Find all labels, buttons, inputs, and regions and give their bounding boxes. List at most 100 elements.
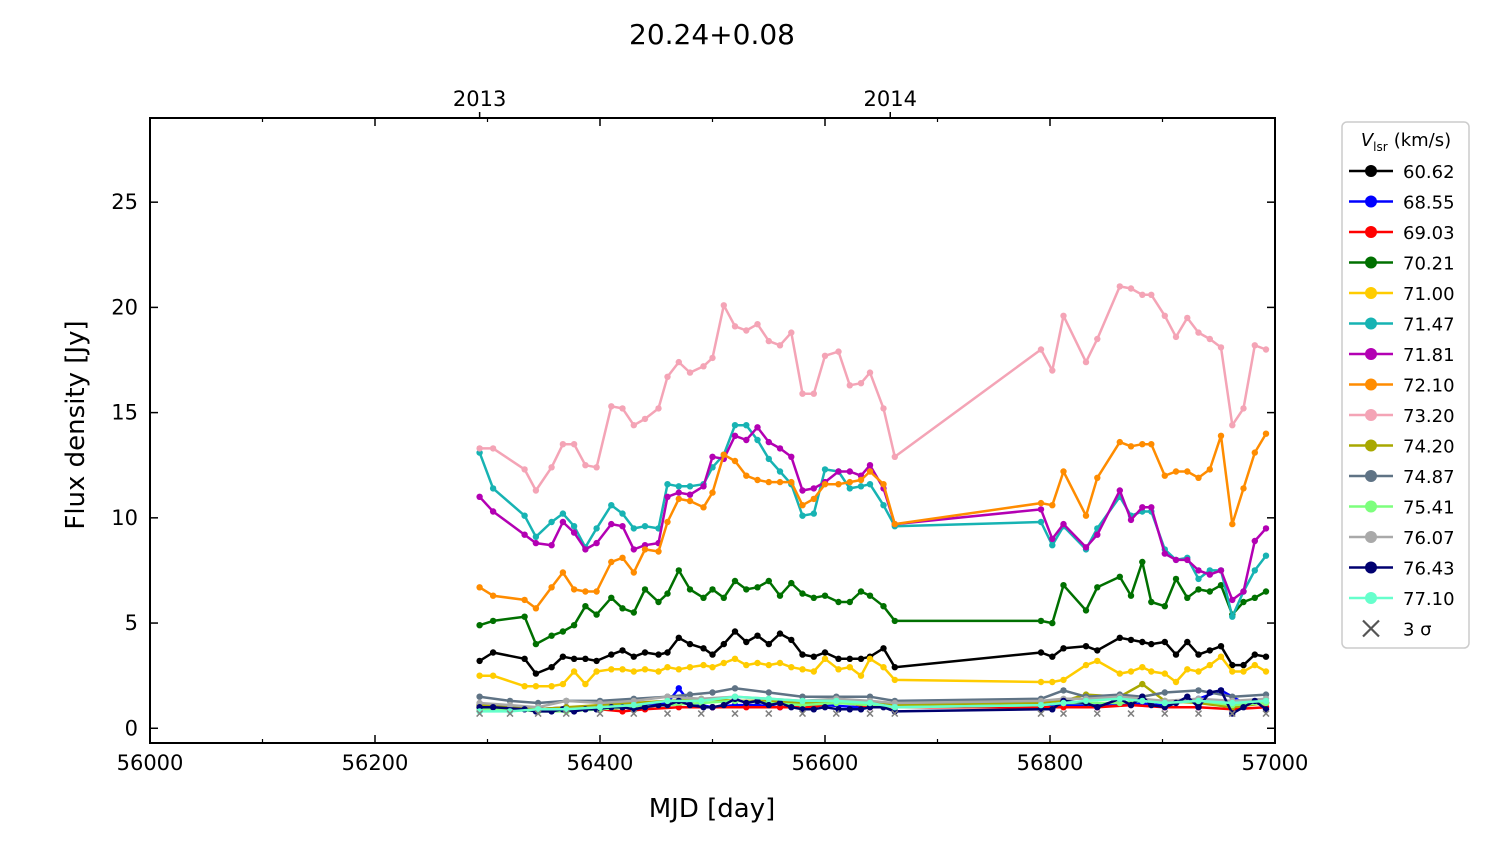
x-tick-label: 56600: [792, 751, 859, 775]
data-point: [664, 518, 671, 526]
data-point: [1172, 468, 1180, 475]
data-point: [1184, 468, 1191, 475]
top-axis-label: 2013: [453, 87, 506, 111]
legend-label: 3 σ: [1403, 620, 1432, 641]
data-point: [799, 487, 806, 494]
sigma3-marker: [663, 710, 672, 718]
series-line: [479, 560, 1267, 646]
data-point: [675, 489, 682, 496]
series-layer: [476, 283, 1270, 718]
data-point: [593, 525, 600, 532]
data-point: [891, 453, 898, 460]
data-point: [1251, 449, 1259, 456]
data-point: [846, 664, 853, 671]
data-point: [821, 592, 829, 599]
data-point: [641, 523, 649, 530]
data-point: [532, 670, 540, 677]
data-point: [1037, 678, 1045, 686]
data-point: [891, 676, 898, 684]
data-point: [1206, 661, 1214, 669]
data-point: [559, 441, 567, 448]
sigma3-marker: [596, 710, 604, 718]
sigma3-markers: [476, 710, 1270, 718]
data-point: [1060, 699, 1067, 707]
data-point: [700, 483, 707, 490]
data-point: [1206, 335, 1214, 343]
data-point: [1262, 697, 1270, 705]
sigma3-marker: [1059, 710, 1068, 718]
data-point: [880, 481, 887, 488]
data-point: [731, 628, 739, 635]
data-point: [1195, 567, 1202, 574]
data-point: [799, 651, 806, 658]
legend-marker-cross: [1362, 619, 1380, 638]
data-point: [1037, 518, 1045, 526]
data-point: [1195, 697, 1202, 705]
data-point: [709, 704, 716, 711]
data-point: [664, 590, 671, 597]
legend-item: 75.41: [1349, 498, 1455, 519]
data-point: [582, 546, 589, 553]
data-point: [857, 483, 865, 490]
data-point: [675, 685, 682, 692]
legend-label: 74.87: [1403, 467, 1455, 488]
data-point: [1195, 575, 1202, 583]
data-point: [1195, 668, 1202, 675]
legend-label: 68.55: [1403, 193, 1455, 214]
data-point: [1229, 699, 1236, 707]
data-point: [788, 453, 795, 460]
data-point: [570, 668, 578, 675]
data-point: [476, 657, 483, 665]
legend-marker: [1365, 531, 1377, 543]
legend-marker: [1365, 409, 1377, 421]
data-point: [1082, 512, 1090, 519]
data-point: [700, 504, 707, 511]
data-point: [1251, 342, 1259, 349]
data-point: [1251, 661, 1259, 669]
data-point: [866, 655, 874, 662]
data-point: [731, 323, 739, 330]
data-point: [655, 405, 662, 412]
data-point: [521, 683, 528, 690]
legend-marker: [1365, 317, 1377, 330]
data-point: [765, 438, 772, 446]
legend-item: 72.10: [1349, 376, 1455, 397]
data-point: [521, 613, 528, 620]
data-point: [1229, 422, 1236, 429]
data-point: [810, 706, 817, 713]
data-point: [857, 706, 865, 713]
data-point: [1148, 668, 1155, 675]
data-point: [866, 481, 874, 488]
data-point: [570, 523, 578, 530]
data-point: [1049, 535, 1056, 543]
data-point: [675, 483, 682, 490]
sigma3-marker: [765, 710, 773, 718]
data-point: [521, 512, 528, 519]
data-point: [686, 640, 694, 648]
sigma3-marker: [476, 710, 484, 718]
series-72.10: [476, 430, 1270, 612]
data-point: [891, 704, 898, 711]
data-point: [548, 518, 555, 526]
data-point: [1094, 704, 1101, 711]
data-point: [559, 569, 567, 576]
data-point: [720, 701, 727, 709]
data-point: [548, 632, 555, 639]
data-point: [489, 508, 497, 515]
data-point: [810, 668, 817, 675]
data-point: [731, 432, 739, 439]
data-point: [619, 510, 626, 517]
data-point: [1037, 499, 1045, 507]
y-tick-label: 0: [125, 716, 138, 740]
data-point: [835, 706, 842, 713]
data-point: [1139, 638, 1146, 646]
data-point: [1262, 346, 1270, 353]
data-point: [593, 611, 600, 618]
data-point: [743, 661, 750, 669]
data-point: [754, 632, 761, 639]
data-point: [1082, 661, 1090, 669]
data-point: [765, 640, 772, 648]
data-point: [1049, 706, 1056, 713]
data-point: [1139, 697, 1146, 705]
data-point: [1195, 329, 1202, 336]
